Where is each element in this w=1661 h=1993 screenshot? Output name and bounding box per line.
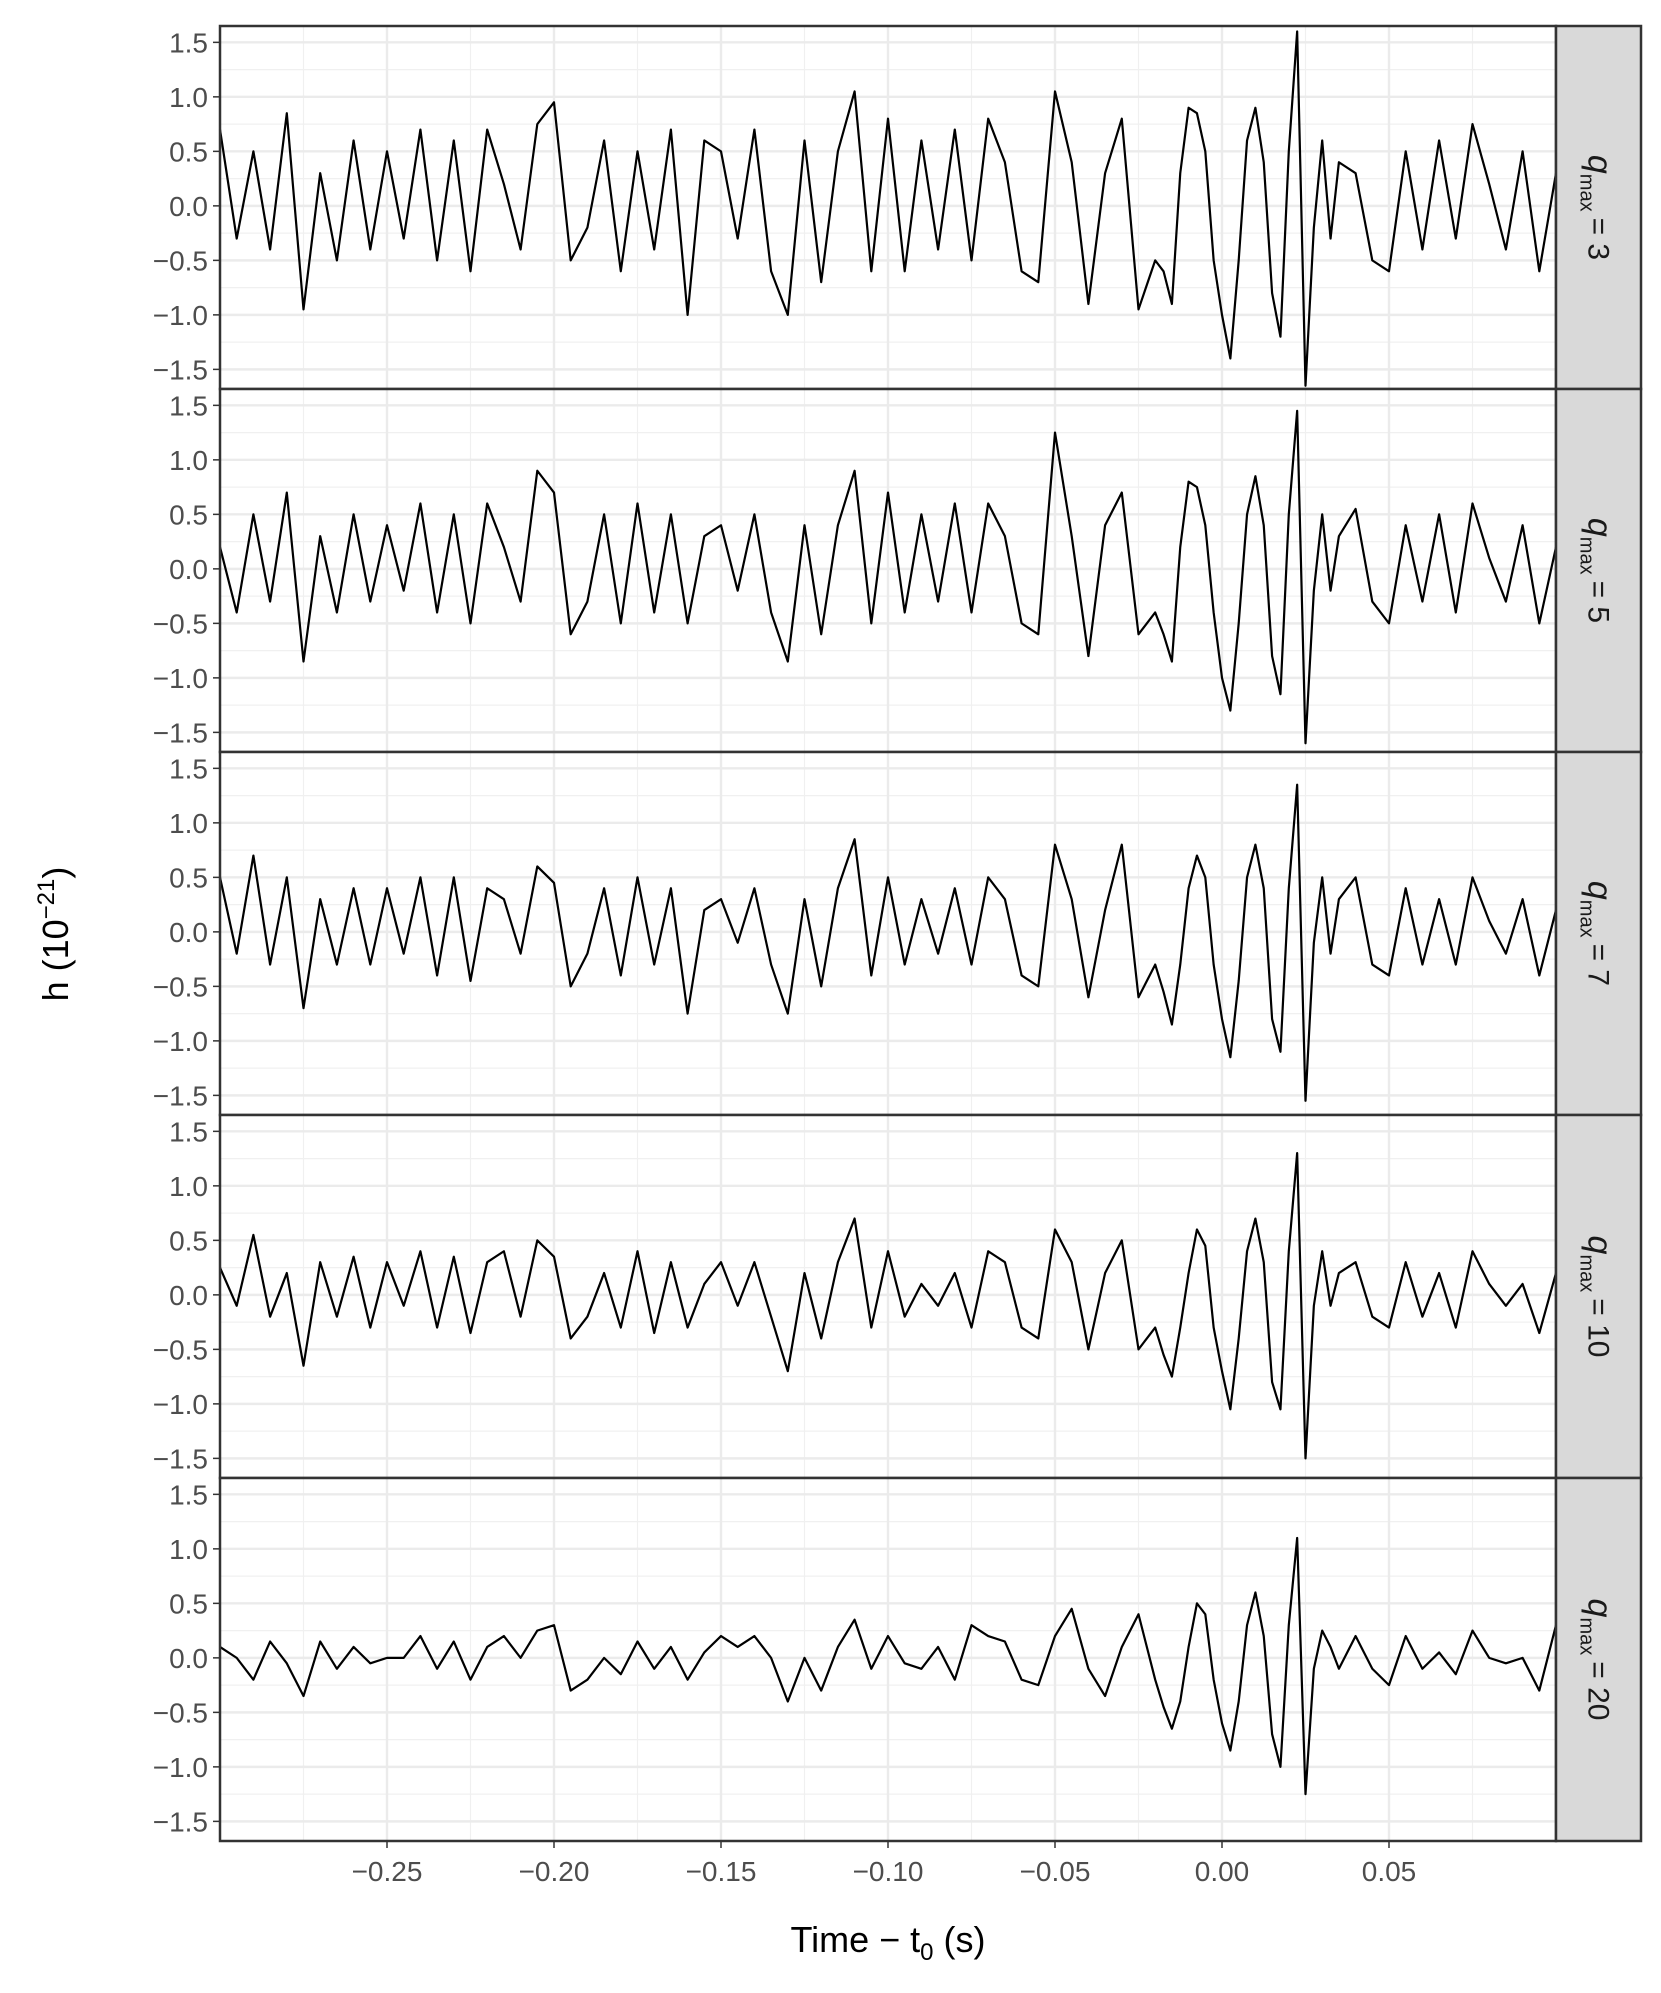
y-tick-label: −1.5 [153,1806,208,1837]
y-tick-label: −1.5 [153,1080,208,1111]
strip-subscript: max [1576,537,1598,575]
y-tick-label: 0.5 [169,499,208,530]
y-tick-label: −1.5 [153,1443,208,1474]
y-tick-label: 1.5 [169,390,208,421]
strip-label: qmax = 7 [1576,881,1619,986]
y-tick-label: 0.5 [169,862,208,893]
x-tick-label: 0.05 [1362,1856,1417,1887]
y-axis-title: h (10−21) [33,867,76,1002]
x-tick-label: −0.20 [519,1856,590,1887]
y-tick-label: 1.0 [169,1534,208,1565]
y-tick-label: 0.5 [169,136,208,167]
panel: −1.5 −1.0 −0.5 0.0 0.5 1.0 1.5 qmax = 10 [153,1113,1643,1480]
y-tick-label: 1.0 [169,82,208,113]
y-tick-label: 0.0 [169,1280,208,1311]
series-line [218,783,1558,1102]
strip-symbol: q [1581,518,1619,537]
strip-value: = 3 [1582,218,1615,261]
y-title-suffix: ) [35,867,76,879]
strip-value: = 10 [1582,1298,1615,1357]
strip-value: = 7 [1582,944,1615,987]
y-title-superscript: −21 [33,879,60,920]
y-tick-label: 1.0 [169,445,208,476]
strip-value: = 5 [1582,581,1615,624]
strip-background [1554,24,1643,391]
y-tick-label: −1.0 [153,1389,208,1420]
y-tick-label: −1.0 [153,300,208,331]
y-tick-label: −1.5 [153,717,208,748]
y-tick-label: −1.0 [153,663,208,694]
strip-background [1554,750,1643,1117]
y-tick-label: 0.5 [169,1588,208,1619]
series-line [218,1152,1558,1460]
series-line [218,409,1558,745]
y-tick-label: 0.0 [169,191,208,222]
y-tick-label: 1.0 [169,808,208,839]
y-tick-label: −0.5 [153,245,208,276]
x-tick-label: −0.25 [352,1856,423,1887]
y-tick-label: 0.0 [169,1643,208,1674]
y-tick-label: −0.5 [153,1697,208,1728]
panel: −1.5 −1.0 −0.5 0.0 0.5 1.0 1.5 qmax = 20 [153,1476,1643,1843]
strip-background [1554,1113,1643,1480]
strip-background [1554,387,1643,754]
y-tick-label: −0.5 [153,1334,208,1365]
y-tick-label: −1.0 [153,1752,208,1783]
strip-value: = 20 [1582,1661,1615,1720]
strip-symbol: q [1581,1236,1619,1255]
panel: −1.5 −1.0 −0.5 0.0 0.5 1.0 1.5 qmax = 3 [153,24,1643,391]
strip-subscript: max [1576,174,1598,212]
y-tick-label: 1.5 [169,1116,208,1147]
strip-label: qmax = 10 [1576,1236,1619,1358]
y-tick-label: 1.0 [169,1171,208,1202]
strip-label: qmax = 5 [1576,518,1619,623]
strip-subscript: max [1576,900,1598,938]
panel: −1.5 −1.0 −0.5 0.0 0.5 1.0 1.5 qmax = 5 [153,387,1643,754]
y-tick-label: 0.5 [169,1225,208,1256]
y-tick-label: −0.5 [153,608,208,639]
y-tick-label: 0.0 [169,554,208,585]
y-tick-label: −1.0 [153,1026,208,1057]
series-line [218,30,1558,387]
x-tick-label: −0.10 [853,1856,924,1887]
x-axis-title: Time − t0 (s) [790,1919,985,1966]
strip-label: qmax = 3 [1576,155,1619,260]
series-line [219,1536,1558,1796]
strip-label: qmax = 20 [1576,1599,1619,1721]
x-title-subscript: 0 [920,1939,933,1966]
y-tick-label: 0.0 [169,917,208,948]
x-tick-label: 0.00 [1195,1856,1250,1887]
y-title-text: h (10 [35,919,76,1001]
strip-subscript: max [1576,1617,1598,1655]
y-tick-label: −0.5 [153,971,208,1002]
panel: −1.5 −1.0 −0.5 0.0 0.5 1.0 1.5 qmax = 7 [153,750,1643,1117]
strip-symbol: q [1581,1599,1619,1618]
x-tick-label: −0.15 [686,1856,757,1887]
x-title-text: Time − t [790,1919,920,1960]
x-title-suffix: (s) [944,1919,986,1960]
y-tick-label: 1.5 [169,1479,208,1510]
strip-subscript: max [1576,1254,1598,1292]
x-tick-label: −0.05 [1020,1856,1091,1887]
y-tick-label: 1.5 [169,753,208,784]
strip-symbol: q [1581,155,1619,174]
y-tick-label: −1.5 [153,354,208,385]
y-tick-label: 1.5 [169,27,208,58]
strip-background [1554,1476,1643,1843]
strip-symbol: q [1581,881,1619,900]
